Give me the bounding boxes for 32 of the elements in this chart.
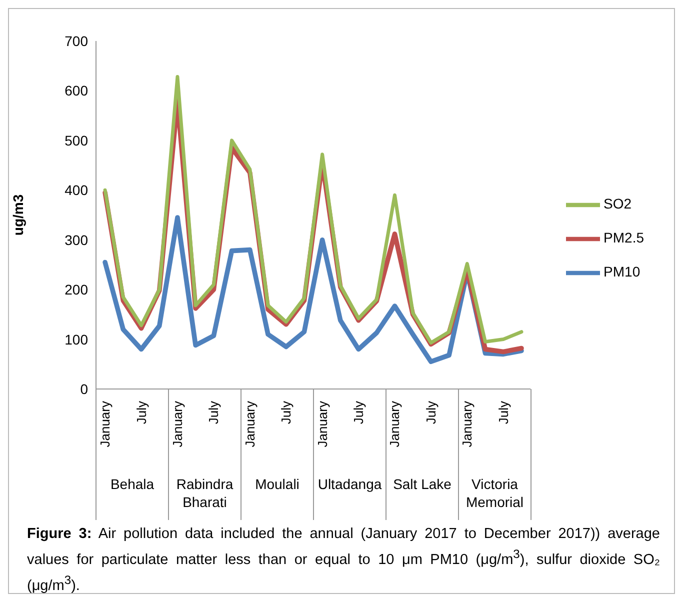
x-tick-label: January (387, 400, 402, 448)
y-tick-label: 200 (64, 282, 88, 298)
x-tick-label: July (496, 400, 511, 424)
text: Salt Lake (392, 475, 452, 493)
x-tick-label: January (314, 400, 330, 448)
x-tick-label: July (351, 400, 366, 424)
y-axis-title: ug/m3 (10, 194, 26, 236)
text: Victoria Memorial (464, 475, 525, 511)
text: Figure 3: Air pollution data included the annual (January 2017 to December 2017)) average values for particulate matter less than or equal to 10 μm PM10 (μg/m$^{3}$), sulfur dioxide SO₂ (μg/m$^{3}$). (27, 526, 660, 594)
x-tick-label: January (98, 400, 113, 448)
text: Rabindra Bharati (175, 475, 234, 511)
y-tick-label: 0 (80, 380, 88, 397)
text: Ultadanga (316, 475, 383, 493)
y-tick-label: 100 (64, 331, 88, 348)
x-tick-label: January (460, 400, 475, 448)
y-tick-label: 700 (64, 32, 88, 49)
legend-label: PM10 (604, 264, 640, 280)
legend-label: SO2 (604, 196, 632, 212)
x-tick-label: July (206, 400, 222, 424)
text: Behala (109, 475, 156, 493)
y-tick-label: 300 (64, 232, 88, 248)
y-tick-label: 500 (64, 132, 88, 148)
y-tick-label: 600 (64, 82, 88, 99)
x-tick-label: July (134, 400, 149, 424)
x-tick-label: January (242, 400, 258, 448)
x-tick-label: July (423, 400, 438, 424)
text: Moulali (254, 475, 300, 493)
y-tick-label: 400 (64, 182, 88, 198)
legend-label: PM2.5 (604, 230, 644, 246)
x-tick-label: July (278, 400, 294, 424)
line-series (102, 215, 524, 364)
x-tick-label: January (170, 400, 185, 448)
